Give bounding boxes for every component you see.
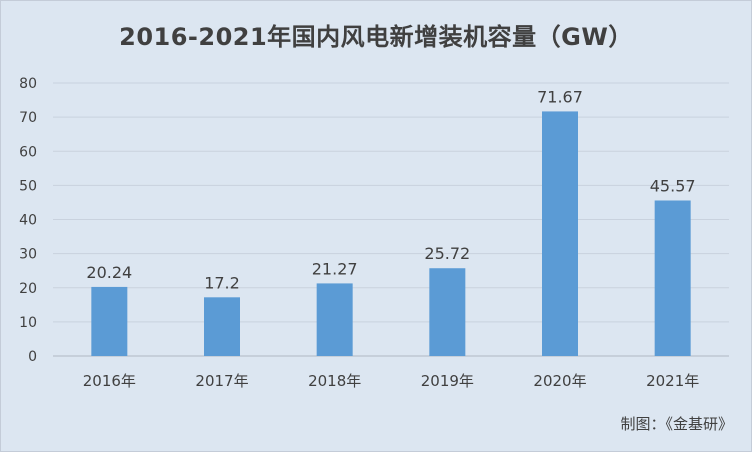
bar <box>429 268 466 356</box>
bar <box>91 286 128 356</box>
y-tick-label: 20 <box>19 281 37 297</box>
y-tick-label: 10 <box>19 315 37 331</box>
x-tick-label: 2018年 <box>308 372 361 390</box>
data-label: 17.2 <box>204 273 240 292</box>
y-tick-label: 80 <box>19 76 37 92</box>
chart-title: 2016-2021年国内风电新增装机容量（GW） <box>119 23 633 51</box>
x-tick-label: 2017年 <box>195 372 248 390</box>
source-note: 制图：《金基研》 <box>620 415 733 433</box>
x-tick-label: 2021年 <box>646 372 699 390</box>
bar <box>542 111 578 357</box>
data-label: 25.72 <box>424 244 470 263</box>
y-tick-label: 50 <box>19 178 37 194</box>
x-tick-label: 2020年 <box>533 372 586 390</box>
y-tick-label: 70 <box>19 110 37 126</box>
y-tick-label: 60 <box>19 144 37 160</box>
bar <box>316 283 353 356</box>
data-label: 20.24 <box>86 263 132 282</box>
data-label: 45.57 <box>650 176 696 195</box>
y-tick-label: 0 <box>28 349 37 365</box>
bar <box>204 297 240 356</box>
y-tick-label: 30 <box>19 247 37 263</box>
x-tick-label: 2019年 <box>421 372 474 390</box>
x-tick-label: 2016年 <box>83 372 136 390</box>
data-label: 71.67 <box>537 87 583 106</box>
y-tick-label: 40 <box>19 213 37 229</box>
bar <box>654 200 691 356</box>
data-label: 21.27 <box>312 259 358 278</box>
